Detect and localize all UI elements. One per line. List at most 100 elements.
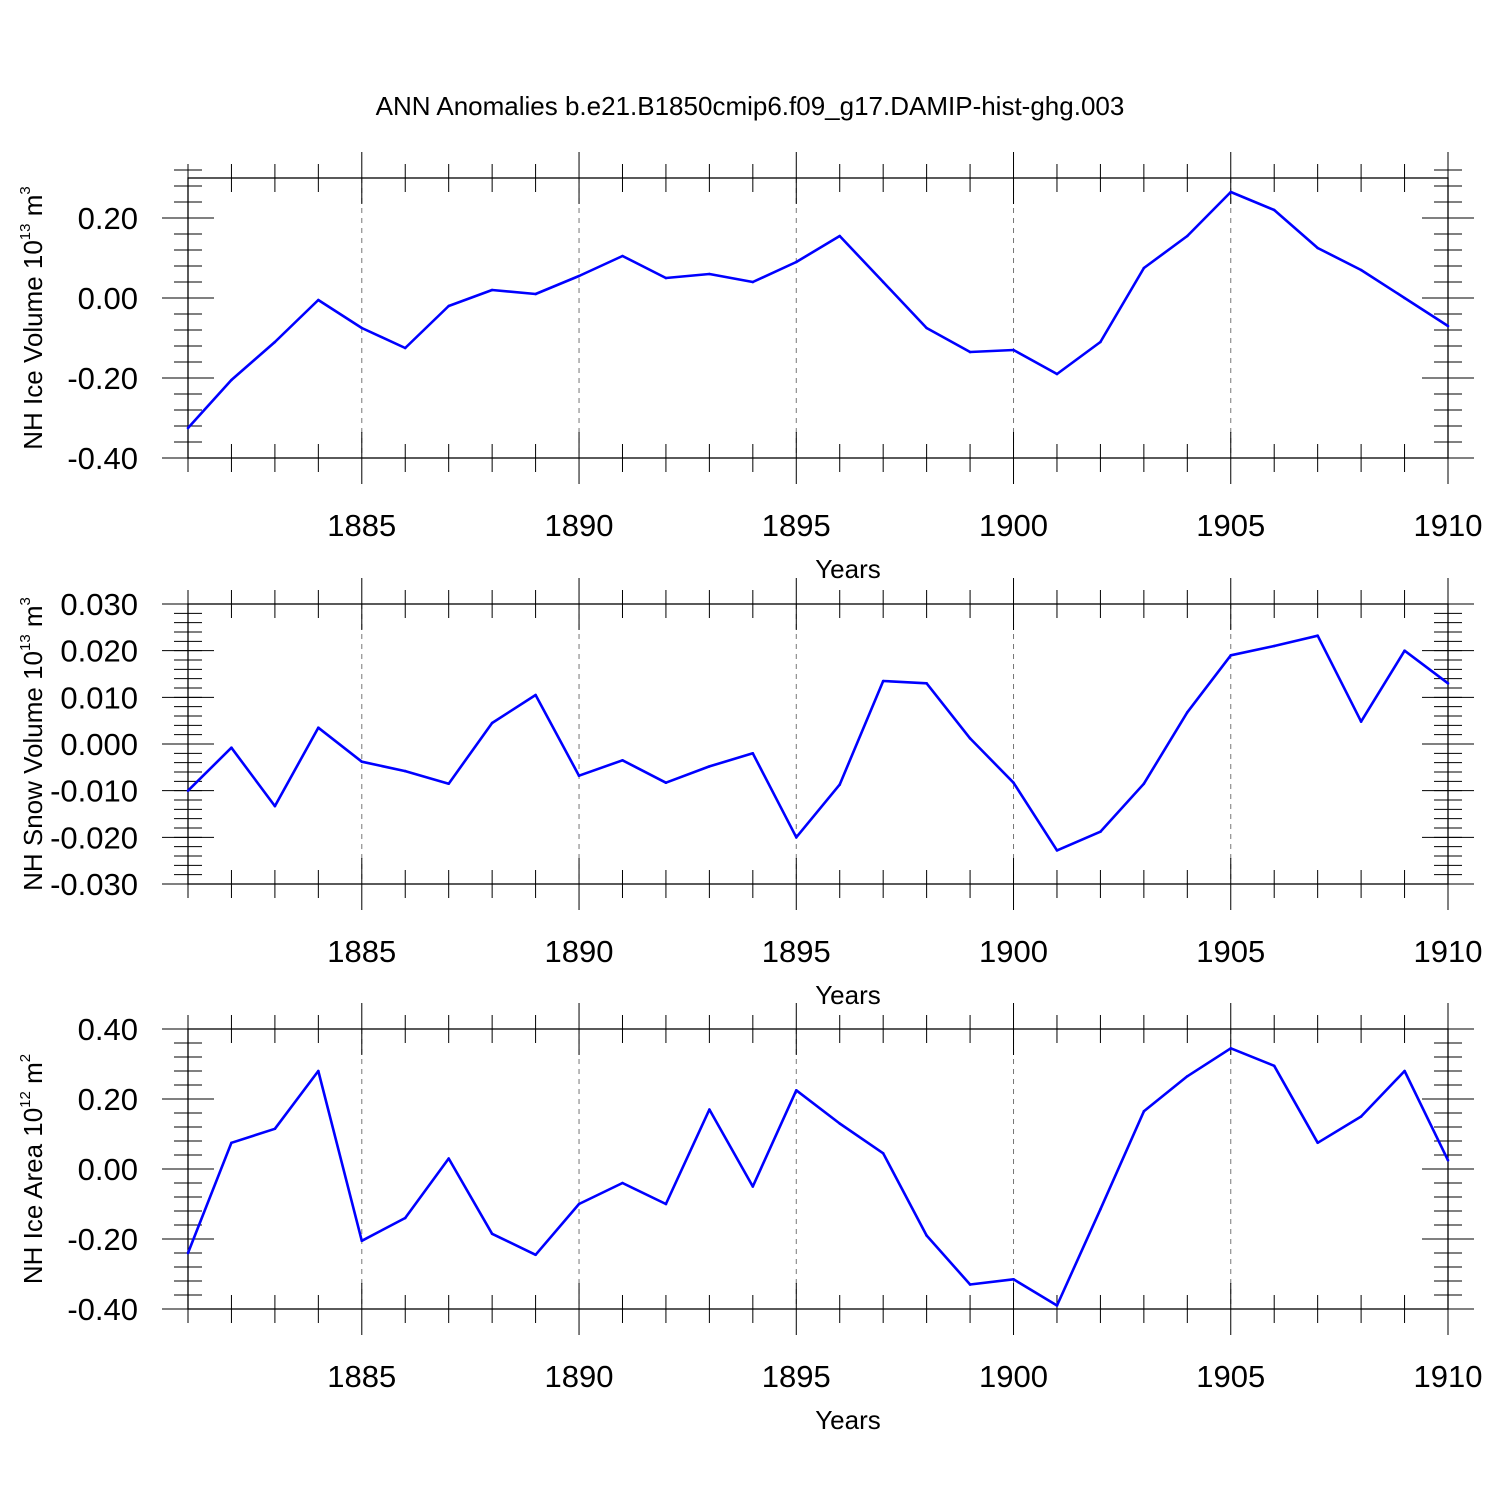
y-tick-label: -0.40 xyxy=(67,441,138,476)
y-tick-label: 0.20 xyxy=(78,1082,138,1117)
data-point xyxy=(1055,372,1059,376)
y-tick-label: 0.030 xyxy=(60,587,138,622)
plot-frame xyxy=(187,1028,1449,1310)
data-point xyxy=(881,280,885,284)
data-point xyxy=(230,378,233,382)
x-tick-label: 1895 xyxy=(762,934,831,969)
data-point xyxy=(1055,849,1059,852)
y-tick-label: -0.40 xyxy=(67,1292,138,1327)
data-point xyxy=(708,1108,711,1111)
data-point xyxy=(621,254,624,258)
data-point xyxy=(838,234,842,238)
x-tick-label: 1905 xyxy=(1196,508,1265,543)
y-tick-label: -0.020 xyxy=(50,820,138,855)
data-point xyxy=(1272,208,1276,212)
data-point xyxy=(1099,340,1102,344)
x-tick-label: 1905 xyxy=(1196,934,1265,969)
data-point xyxy=(751,280,755,284)
y-tick-label: -0.20 xyxy=(67,361,138,396)
x-tick-label: 1895 xyxy=(762,1359,831,1394)
data-point xyxy=(925,326,928,330)
data-point xyxy=(1229,190,1233,194)
data-point xyxy=(186,789,190,792)
data-point xyxy=(708,765,711,768)
x-tick-label: 1905 xyxy=(1196,1359,1265,1394)
data-point xyxy=(968,1283,972,1286)
data-point xyxy=(1403,296,1406,300)
data-point xyxy=(838,783,842,786)
data-point xyxy=(1359,1115,1363,1118)
x-tick-label: 1910 xyxy=(1414,934,1483,969)
data-point xyxy=(925,682,928,685)
data-point xyxy=(1359,268,1363,272)
data-point xyxy=(186,426,190,430)
data-point xyxy=(577,1202,581,1206)
data-point xyxy=(838,1122,842,1125)
data-point xyxy=(490,721,494,725)
data-point xyxy=(1272,644,1276,648)
x-axis-label: Years xyxy=(815,554,881,584)
series-line xyxy=(187,634,1449,852)
y-axis-label: NH Ice Area 1012 m2 xyxy=(17,1054,48,1284)
data-point xyxy=(621,1181,624,1185)
data-point xyxy=(1446,682,1450,685)
y-tick-label: 0.010 xyxy=(60,680,138,715)
x-tick-label: 1900 xyxy=(979,1359,1048,1394)
data-point xyxy=(317,298,320,302)
y-tick-label: 0.20 xyxy=(78,201,138,236)
data-point xyxy=(403,1216,407,1220)
data-point xyxy=(881,1151,885,1155)
y-tick-label: -0.20 xyxy=(67,1222,138,1257)
data-point xyxy=(1142,1109,1146,1113)
data-point xyxy=(1186,1074,1189,1078)
y-tick-label: -0.010 xyxy=(50,774,138,809)
data-point xyxy=(968,737,972,740)
y-tick-label: -0.030 xyxy=(50,867,138,902)
data-point xyxy=(230,746,233,750)
data-point xyxy=(1142,782,1146,785)
data-point xyxy=(664,276,668,280)
panel-ice-area: -0.40 -0.20 0.00 0.20 0.40 1885 1890 1895 1900 19… xyxy=(17,1003,1482,1435)
x-tick-label: 1910 xyxy=(1414,508,1483,543)
data-point xyxy=(447,304,450,308)
data-point xyxy=(230,1141,233,1145)
chart-title: ANN Anomalies b.e21.B1850cmip6.f09_g17.D… xyxy=(376,91,1125,121)
data-point xyxy=(664,781,668,785)
data-point xyxy=(1229,654,1233,657)
data-point xyxy=(403,769,407,773)
data-point xyxy=(577,274,581,278)
y-tick-label: 0.020 xyxy=(60,634,138,669)
data-point xyxy=(447,782,450,785)
data-point xyxy=(403,346,407,350)
data-point xyxy=(360,1239,364,1243)
data-point xyxy=(490,1232,494,1236)
x-tick-label: 1885 xyxy=(327,934,396,969)
data-point xyxy=(273,340,277,344)
data-point xyxy=(1099,1207,1102,1211)
data-point xyxy=(1446,324,1450,328)
data-point xyxy=(1186,234,1189,238)
data-point xyxy=(317,726,320,729)
x-axis-label: Years xyxy=(815,1405,881,1435)
data-point xyxy=(1099,830,1102,834)
data-point xyxy=(1012,348,1015,352)
data-point xyxy=(794,836,798,839)
data-point xyxy=(186,1251,190,1255)
data-point xyxy=(1055,1304,1059,1307)
data-point xyxy=(447,1157,450,1160)
x-axis-label: Years xyxy=(815,980,881,1010)
x-tick-label: 1885 xyxy=(327,1359,396,1394)
data-point xyxy=(621,759,624,762)
data-point xyxy=(1403,1069,1406,1073)
x-tick-label: 1900 xyxy=(979,934,1048,969)
x-tick-label: 1910 xyxy=(1414,1359,1483,1394)
y-tick-label: 0.40 xyxy=(78,1012,138,1047)
panel-ice-volume: -0.40 -0.20 0.00 0.20 1885 1890 1895 1900 1905 19… xyxy=(17,152,1482,584)
data-point xyxy=(273,1127,277,1131)
data-point xyxy=(1229,1046,1233,1050)
data-point xyxy=(794,1088,798,1092)
data-point xyxy=(360,760,364,764)
series-line xyxy=(186,1047,1450,1307)
data-point xyxy=(751,752,755,755)
